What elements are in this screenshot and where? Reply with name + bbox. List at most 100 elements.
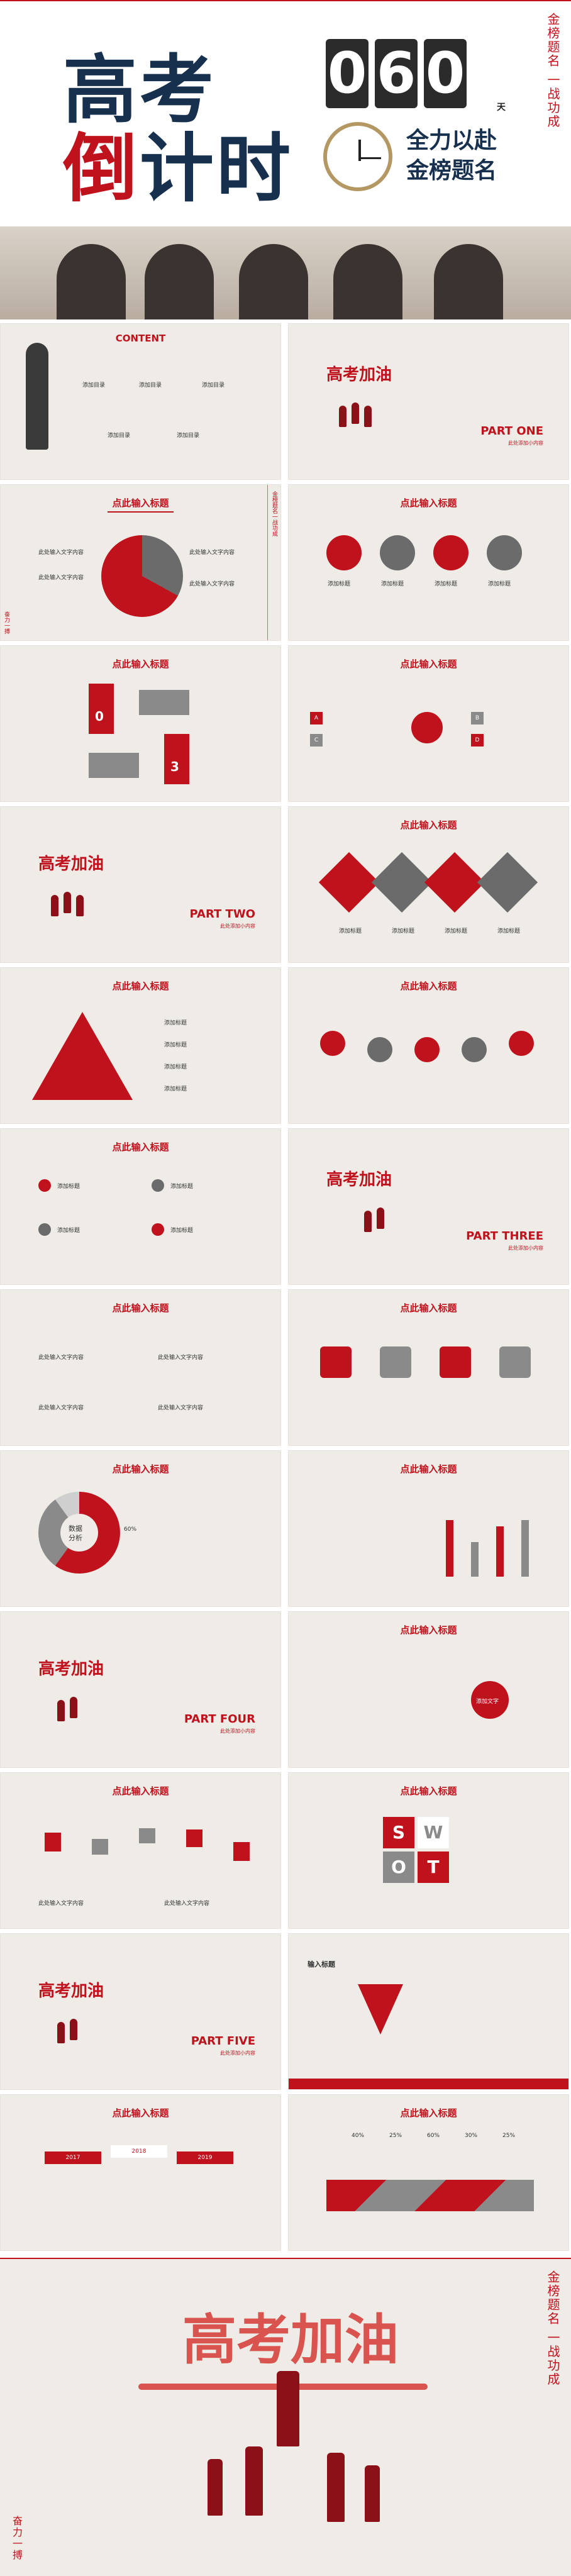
cheer-text: 高考加油 [326,365,392,384]
swot-t: T [418,1852,449,1883]
slide-title: 点此输入标题 [400,1463,457,1475]
arrow-down [164,734,189,784]
item-label: 添加标题 [164,1020,187,1026]
countdown-digit: 0 [326,39,369,108]
swot-o: O [383,1852,414,1883]
pie-slide: 金榜题名一战功成 奋力一搏 点此输入标题 此处输入文字内容 此处输入文字内容 此… [0,484,281,641]
runner-icon [70,1697,77,1718]
option-letter: C [310,734,323,747]
slide-title: 点此输入标题 [112,658,169,670]
cluster-slide: 点此输入标题 添加文字 [288,1611,569,1768]
peak-value: 30% [465,2133,478,2139]
border-line [267,485,268,640]
swot-w: W [418,1817,449,1848]
student-figure [145,244,214,319]
candle [92,1839,108,1855]
runner-icon [364,406,372,427]
circle-icon [509,1031,534,1056]
slide-title: 点此输入标题 [112,1463,169,1475]
part-three-slide: 高考加油 PART THREE 此处添加小内容 [288,1128,569,1285]
options-slide: 点此输入标题 A C B D [288,645,569,802]
peaks-slide: 点此输入标题 40% 25% 60% 30% 25% [288,2094,569,2251]
square-icon [320,1346,352,1378]
slide-title: 点此输入标题 [112,1785,169,1797]
arrow-up [89,684,114,734]
part-sub: 此处添加小内容 [220,2050,255,2056]
item-label: 添加标题 [339,928,362,935]
runner-icon [352,402,359,424]
text-item: 此处输入文字内容 [164,1901,210,1907]
circle-icon [414,1037,440,1062]
item-label: 添加标题 [164,1064,187,1070]
triangle-shape [358,1984,403,2035]
countdown-unit: 天 [497,103,506,113]
item-label: 添加标题 [57,1184,80,1190]
headphones-icon [487,535,522,570]
contents-slide: CONTENT 添加目录 添加目录 添加目录 添加目录 添加目录 [0,323,281,480]
contents-title: CONTENT [115,333,166,344]
peak-value: 25% [502,2133,516,2139]
mail-icon [411,712,443,743]
cover-title: 高考 倒计时 [63,50,293,208]
part-label: PART TWO [189,908,255,921]
icons-grid-slide: 点此输入标题 此处输入文字内容 此处输入文字内容 此处输入文字内容 此处输入文字… [0,1289,281,1446]
student-figure [239,244,308,319]
slide-title: 点此输入标题 [112,497,169,509]
bar [471,1542,479,1577]
item-label: 添加标题 [164,1042,187,1048]
slide-title: 点此输入标题 [400,658,457,670]
pyramid-chart [32,1012,133,1100]
runner-icon [339,406,346,427]
square-icon [380,1346,411,1378]
text-item: 此处输入文字内容 [38,550,84,556]
arrows-slide: 点此输入标题 0 3 [0,645,281,802]
student-figure [434,244,503,319]
part-one-slide: 高考加油 PART ONE 此处添加小内容 [288,323,569,480]
item-label: 添加标题 [392,928,415,935]
year-tab: 2019 [177,2151,233,2164]
circles-slide: 点此输入标题 添加标题 添加标题 添加标题 添加标题 [288,484,569,641]
diamond-icon [371,852,433,913]
content-item: 添加目录 [177,433,200,439]
part-sub: 此处添加小内容 [508,1245,543,1251]
side-tag: 奋力一搏 [3,611,9,634]
runner-icon [76,895,84,916]
item-label: 添加标题 [488,581,511,587]
slide-title: 点此输入标题 [400,2107,457,2119]
cover-title-line1: 高考 [63,46,217,133]
arrow-left [89,753,139,778]
peak-value: 60% [427,2133,440,2139]
slide-title: 点此输入标题 [112,980,169,992]
final-cheer: 高考加油 [182,2308,399,2372]
slogan-line: 全力以赴 [406,128,497,153]
text-item: 此处输入文字内容 [38,575,84,581]
final-top-bar [0,2258,571,2259]
side-tag: 金榜题名一战功成 [271,491,277,536]
diamond-icon [424,852,485,913]
diamond-icon [477,852,538,913]
donut-hole [60,1514,98,1552]
content-item: 添加目录 [108,433,131,439]
cheer-text: 高考加油 [38,1982,104,2001]
clock-icon [323,122,392,191]
countdown-digit: 0 [424,39,467,108]
runner-icon [245,2446,263,2516]
cover-top-bar [0,0,571,1]
bullet-icon [38,1179,51,1192]
item-label: 添加标题 [445,928,468,935]
cover-slide: 高考 倒计时 0 6 0 天 全力以赴 金榜题名 金榜题名 一战功成 奋力一搏 [0,0,571,319]
runner-icon [64,892,71,913]
slide-title: 点此输入标题 [112,2107,169,2119]
runner-icon [365,2465,380,2522]
part-label: PART ONE [480,425,543,438]
runner-icon [208,2459,223,2516]
peaks-area [326,2180,534,2211]
part-sub: 此处添加小内容 [220,923,255,929]
text-item: 此处输入文字内容 [158,1405,204,1411]
countdown-digits: 0 6 0 [326,39,467,108]
pie-chart [101,535,183,617]
slide-title: 点此输入标题 [400,1624,457,1636]
students-photo [0,226,571,319]
text-item: 此处输入文字内容 [189,550,235,556]
item-label: 添加标题 [164,1086,187,1092]
